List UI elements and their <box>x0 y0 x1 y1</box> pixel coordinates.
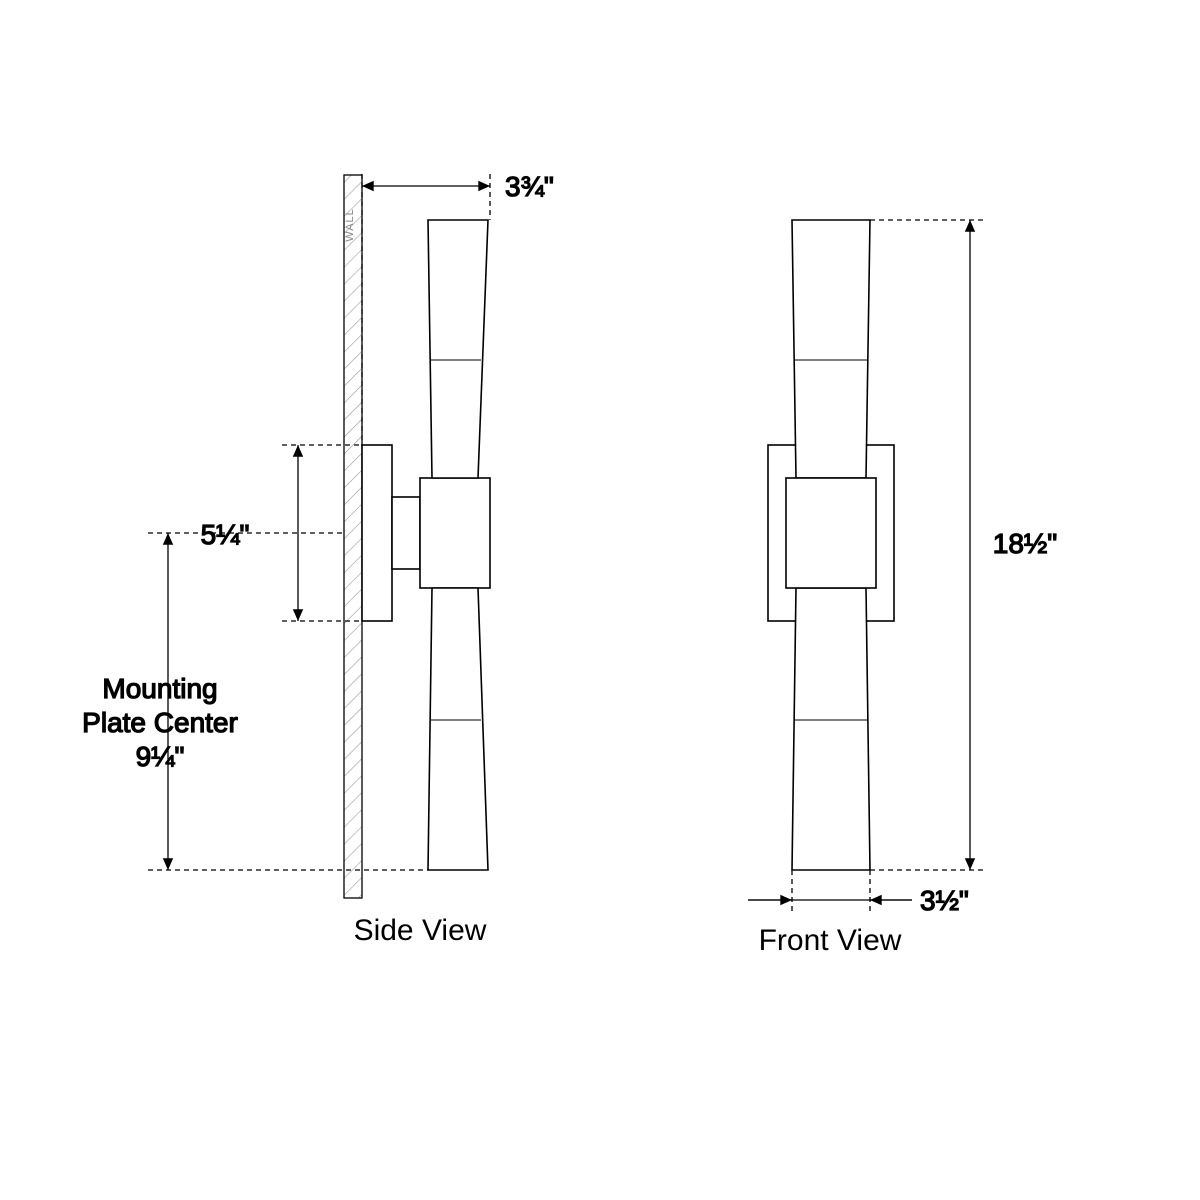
dim-total-height-label: 18½" <box>993 528 1057 559</box>
side-view-label: Side View <box>354 914 487 947</box>
dim-extension-label: 3¾" <box>505 171 554 202</box>
front-view-label: Front View <box>759 924 902 957</box>
dim-width-label: 3½" <box>920 885 969 916</box>
front-view: 18½" 3½" Front View <box>748 220 1057 957</box>
front-fixture <box>768 220 894 870</box>
dim-total-height: 18½" <box>870 220 1057 870</box>
dim-plate-height-label: 5¼" <box>201 519 250 550</box>
mounting-center-label-2: Plate Center <box>82 707 238 738</box>
wall: WALL <box>344 175 362 898</box>
mounting-center-value: 9¼" <box>136 741 185 772</box>
side-view: WALL 3¾" <box>82 171 554 947</box>
side-fixture <box>362 220 490 870</box>
dim-width: 3½" <box>748 870 969 916</box>
wall-label: WALL <box>344 208 356 242</box>
dimension-diagram: WALL 3¾" <box>0 0 1200 1200</box>
mounting-center-label-1: Mounting <box>102 673 217 704</box>
